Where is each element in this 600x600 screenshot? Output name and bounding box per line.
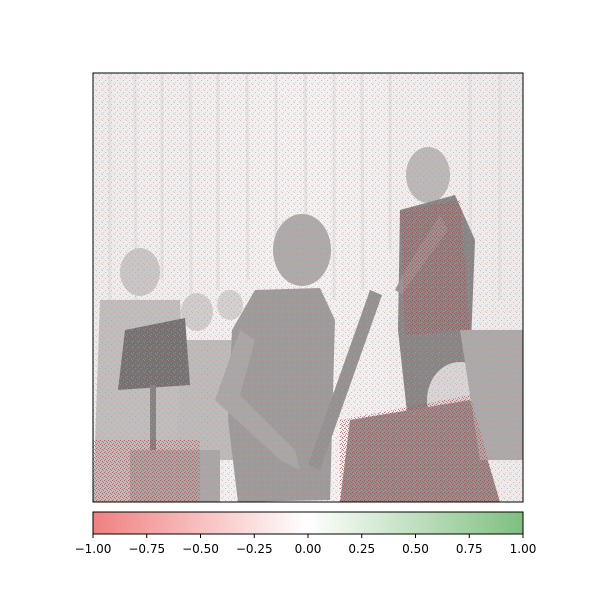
plot-frame [92, 72, 524, 503]
colorbar-gradient [92, 511, 524, 535]
colorbar-tick-label: 0.00 [295, 542, 322, 556]
colorbar-tick-label: −0.75 [128, 542, 165, 556]
colorbar-tick-label: 0.50 [402, 542, 429, 556]
heatmap-image [93, 73, 523, 502]
colorbar-tick-label: −1.00 [75, 542, 112, 556]
colorbar-ticks: −1.00 −0.75 −0.50 −0.25 0.00 0.25 0.50 0.75 1.00 [75, 534, 537, 556]
colorbar-tick-label: 0.25 [348, 542, 375, 556]
colorbar: −1.00 −0.75 −0.50 −0.25 0.00 0.25 0.50 0.75 1.00 [75, 511, 537, 556]
colorbar-tick-label: −0.50 [182, 542, 219, 556]
colorbar-tick-label: 1.00 [510, 542, 537, 556]
colorbar-tick-label: −0.25 [236, 542, 273, 556]
colorbar-tick-label: 0.75 [456, 542, 483, 556]
